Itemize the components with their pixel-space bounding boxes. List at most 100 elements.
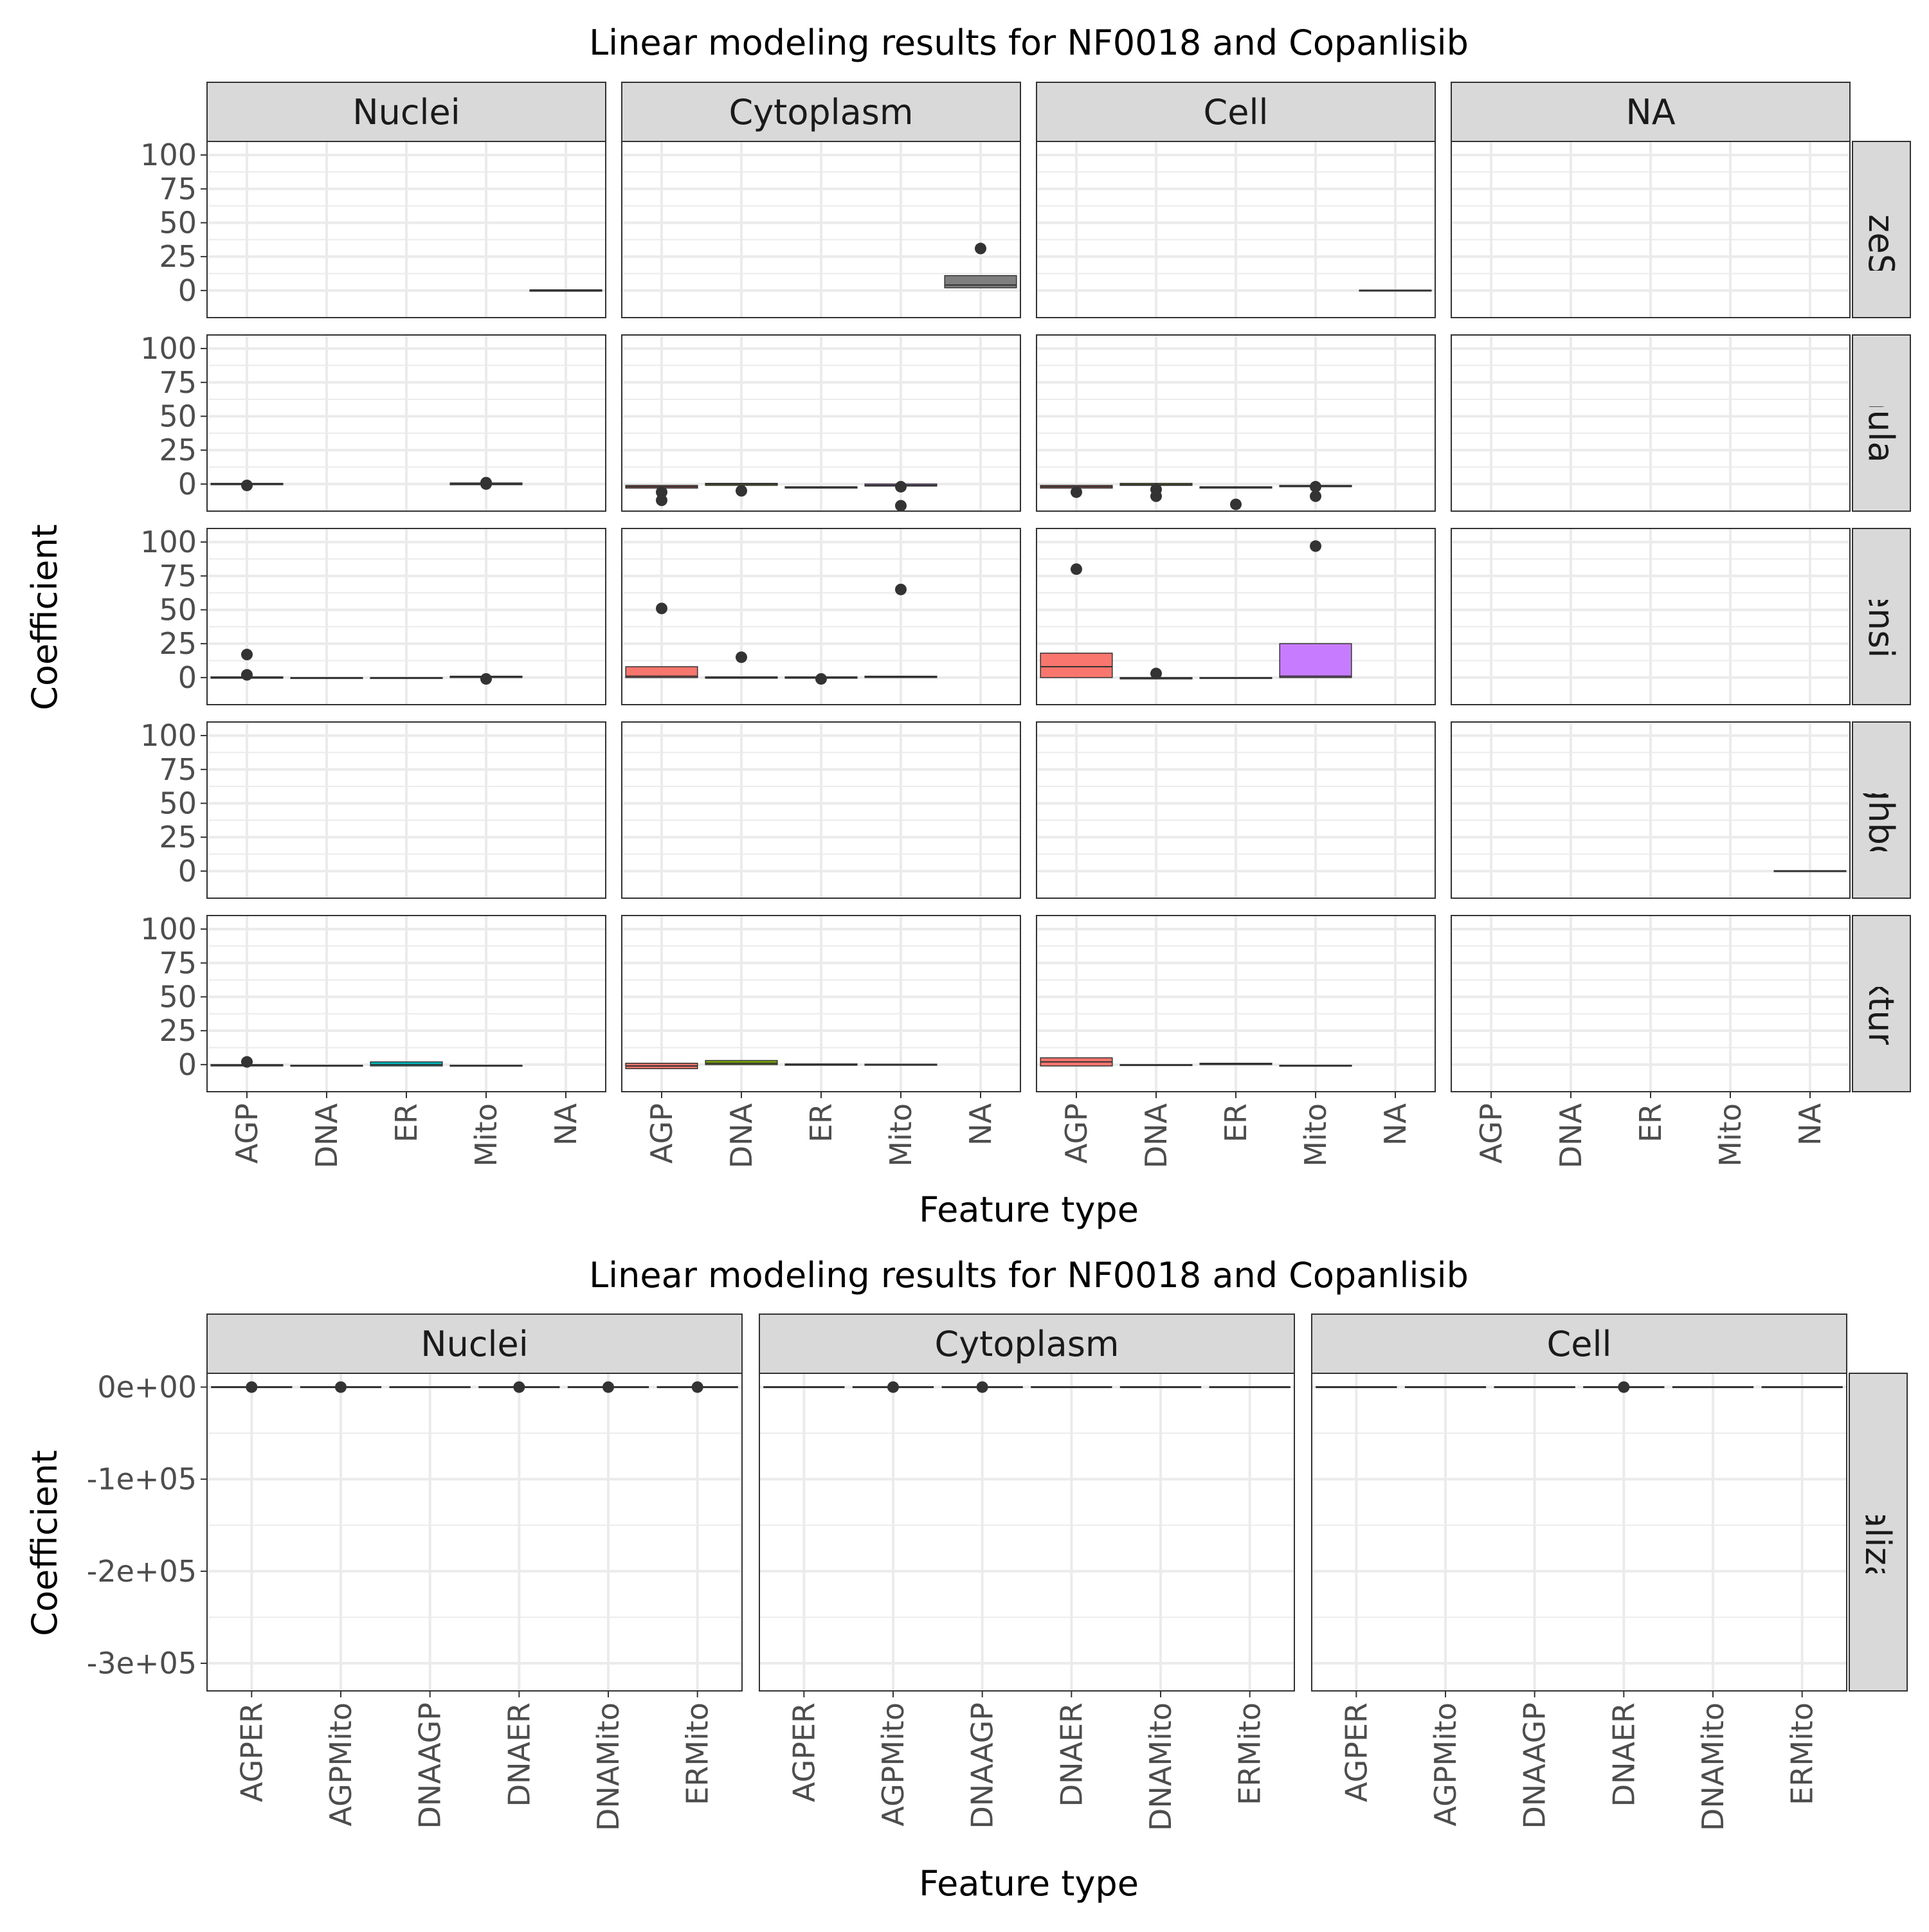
x-tick-label: DNAER (502, 1702, 536, 1807)
outlier-point (815, 673, 827, 685)
y-tick-label: 100 (140, 525, 197, 559)
panel-border (621, 721, 1021, 899)
column-strip (1036, 82, 1436, 142)
box-dnaer (1031, 1386, 1112, 1389)
outlier-point (480, 478, 492, 490)
panel-background (207, 1373, 742, 1691)
column-strip (206, 1314, 743, 1374)
outlier-point (241, 1056, 253, 1068)
x-tick-label: DNAMito (1143, 1702, 1178, 1831)
x-tick-label: Mito (1713, 1103, 1748, 1167)
box-mito (864, 1063, 937, 1066)
panel-cell-areasizeshape (1037, 141, 1435, 318)
column-strip (206, 82, 606, 142)
column-strip-label: Cell (1547, 1324, 1612, 1364)
x-tick-label: AGPMito (876, 1702, 910, 1827)
column-strip (1451, 82, 1851, 142)
box-body (944, 275, 1017, 289)
panel-border (1036, 721, 1436, 899)
row-strip (1852, 334, 1911, 512)
panel-na-areasizeshape (1451, 141, 1850, 318)
x-tick-label: DNAAGP (965, 1702, 1000, 1829)
box-ermito (1209, 1386, 1291, 1389)
box-dnamito (567, 1381, 649, 1393)
column-strip (1311, 1314, 1847, 1374)
panel-nuclei-colocalization (207, 1373, 742, 1691)
box-mito (1279, 1065, 1352, 1067)
box-agp (210, 649, 284, 681)
outlier-point (480, 673, 492, 685)
panel-border (206, 721, 606, 899)
panel-cytoplasm-texture (622, 916, 1020, 1092)
box-dnaagp (941, 1381, 1023, 1393)
box-agp (625, 602, 698, 678)
box-mito (864, 481, 937, 512)
box-agpmito (300, 1381, 382, 1393)
outlier-point (975, 242, 986, 255)
box-agper (763, 1386, 845, 1389)
outlier-point (1071, 486, 1082, 498)
y-tick-label: 50 (159, 399, 197, 433)
box-agp (625, 1062, 698, 1069)
x-tick-label: DNA (724, 1103, 759, 1168)
outlier-point (513, 1381, 525, 1393)
outlier-point (736, 485, 747, 497)
box-dnamito (1672, 1386, 1754, 1389)
y-tick-label: 25 (159, 433, 197, 467)
row-strip (1849, 1373, 1908, 1692)
outlier-point (1310, 490, 1321, 502)
box-body (1279, 643, 1352, 678)
x-tick-label: ERMito (1785, 1702, 1820, 1805)
row-strip (1852, 141, 1911, 318)
outlier-point (335, 1381, 347, 1393)
box-agp (625, 485, 698, 507)
panel-border (1036, 334, 1436, 512)
outlier-point (1230, 498, 1242, 510)
y-tick-label: 75 (159, 752, 197, 787)
x-tick-label: ER (1633, 1103, 1668, 1142)
outlier-point (1618, 1381, 1630, 1393)
x-tick-label: AGPER (234, 1702, 269, 1802)
box-na (1773, 870, 1847, 872)
y-tick-label: -3e+05 (87, 1646, 197, 1681)
y-tick-label: 0 (178, 273, 197, 308)
box-body (370, 1061, 443, 1067)
outlier-point (1310, 540, 1321, 552)
panel-nuclei-areasizeshape (207, 141, 606, 318)
box-dnaer (1583, 1381, 1665, 1393)
outlier-point (691, 1381, 703, 1393)
outlier-point (241, 669, 253, 681)
box-dna (705, 651, 778, 679)
y-tick-label: 25 (159, 820, 197, 854)
y-tick-label: 100 (140, 718, 197, 753)
box-ermito (657, 1381, 738, 1393)
x-tick-label: DNAMito (1696, 1702, 1730, 1831)
panel-na-neighbors (1451, 722, 1850, 898)
box-body (625, 666, 698, 678)
box-er (370, 1061, 443, 1067)
top-y-axis-title: Coefficient (24, 524, 65, 710)
y-tick-label: 25 (159, 626, 197, 661)
outlier-point (246, 1381, 258, 1393)
x-tick-label: AGPMito (323, 1702, 358, 1827)
y-tick-label: 50 (159, 205, 197, 240)
box-agp (210, 1056, 284, 1068)
panel-na-intensity (1451, 528, 1850, 705)
panel-border (206, 334, 606, 512)
box-dna (705, 1060, 778, 1065)
panel-cytoplasm-neighbors (622, 722, 1020, 898)
box-dna (1119, 667, 1193, 680)
box-er (1199, 1062, 1272, 1065)
panel-border (206, 528, 606, 705)
box-dnamito (1119, 1386, 1202, 1389)
x-tick-label: AGPMito (1428, 1702, 1463, 1827)
x-tick-label: DNAMito (591, 1702, 626, 1831)
panel-nuclei-neighbors (207, 722, 606, 898)
top-chart: Linear modeling results for NF0018 and C… (24, 23, 1911, 1230)
x-tick-label: DNAAGP (413, 1702, 448, 1829)
row-strip-label: Intensity (1861, 541, 1901, 692)
panel-nuclei-intensity (207, 528, 606, 705)
x-tick-label: DNAER (1054, 1702, 1089, 1807)
